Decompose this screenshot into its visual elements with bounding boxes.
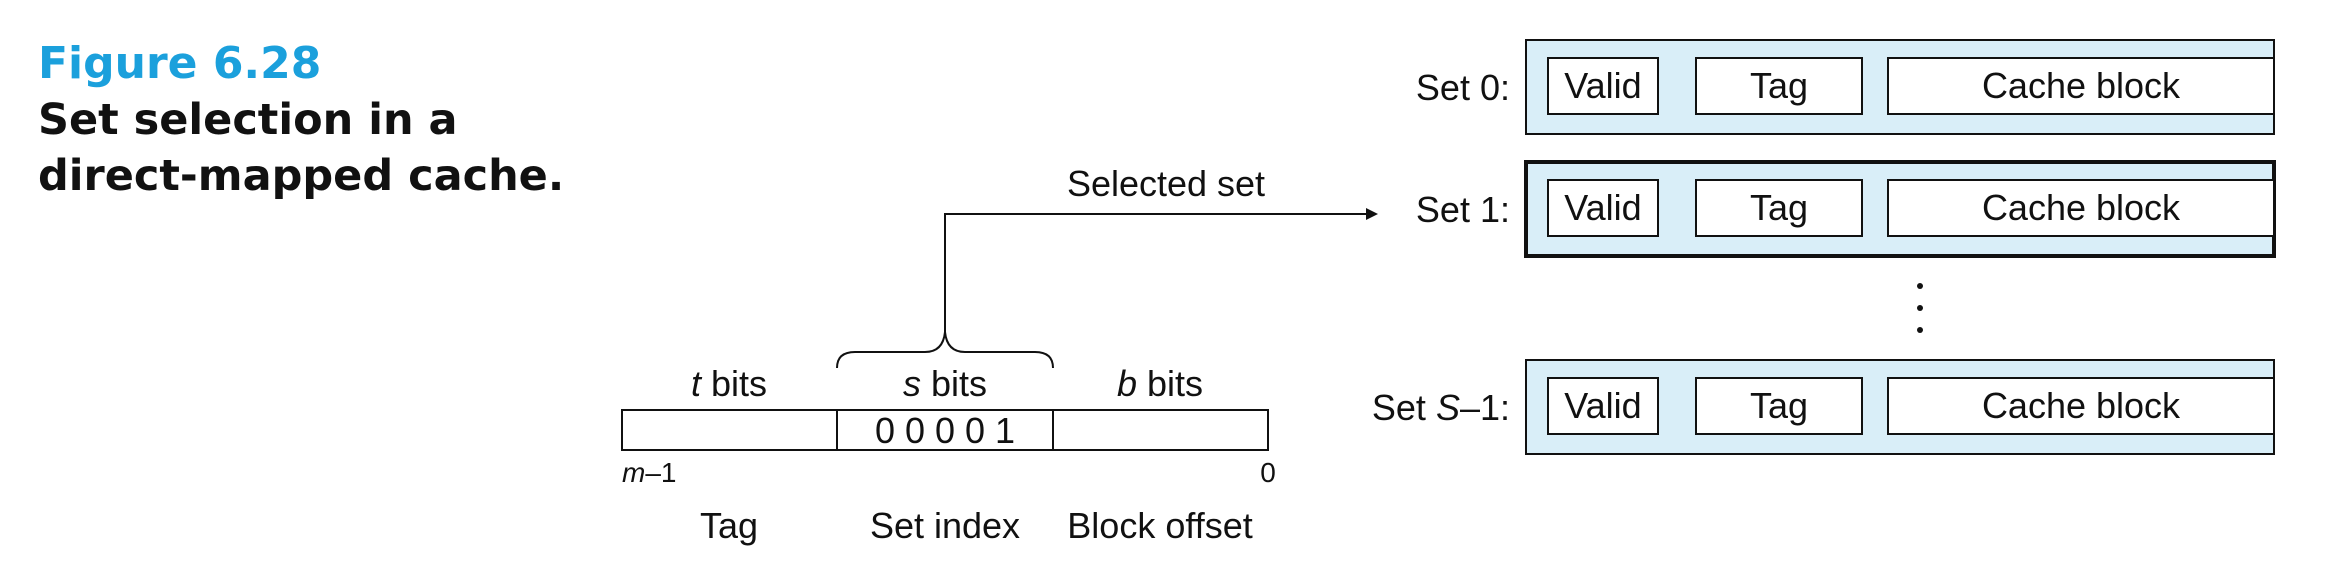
offset-bits-label: b bits — [1117, 363, 1203, 404]
msb-label: m–1 — [622, 457, 676, 488]
block-offset-field-name: Block offset — [1067, 505, 1252, 546]
cache-set-0: Set 0: Valid Tag Cache block — [1416, 39, 2275, 135]
ellipsis-dot-1 — [1917, 283, 1923, 289]
block-cell-1 — [1887, 179, 2275, 237]
ellipsis-dot-2 — [1917, 305, 1923, 311]
valid-cell-1 — [1547, 179, 1659, 237]
tag-bits-label: t bits — [691, 363, 767, 404]
figure-number: Figure 6.28 — [38, 38, 322, 89]
tag-cell-last — [1695, 377, 1863, 435]
tag-cell-1 — [1695, 179, 1863, 237]
cache-set-last: Set S–1: Valid Tag Cache block — [1372, 359, 2275, 455]
tag-field-name: Tag — [700, 505, 758, 546]
set-index-bits-label: s bits — [903, 363, 987, 404]
block-label-1: Cache block — [1982, 187, 2181, 228]
block-cell-0 — [1887, 57, 2275, 115]
block-label-0: Cache block — [1982, 65, 2181, 106]
valid-label-0: Valid — [1564, 65, 1641, 106]
set-label-last: Set S–1: — [1372, 387, 1510, 428]
lsb-label: 0 — [1260, 457, 1276, 488]
valid-cell-last — [1547, 377, 1659, 435]
tag-label-1: Tag — [1750, 187, 1808, 228]
selected-set-label: Selected set — [1067, 163, 1265, 204]
figure-title: Set selection in a direct-mapped cache. — [38, 95, 565, 201]
set-index-field-name: Set index — [870, 505, 1020, 546]
cache-set-1: Set 1: Valid Tag Cache block — [1416, 160, 2276, 258]
set-label-1: Set 1: — [1416, 189, 1510, 230]
block-cell-last — [1887, 377, 2275, 435]
block-label-last: Cache block — [1982, 385, 2181, 426]
valid-cell-0 — [1547, 57, 1659, 115]
tag-label-0: Tag — [1750, 65, 1808, 106]
valid-label-1: Valid — [1564, 187, 1641, 228]
tag-label-last: Tag — [1750, 385, 1808, 426]
address-box — [621, 409, 1269, 451]
selected-set-arrow — [944, 208, 1378, 332]
set-label-0: Set 0: — [1416, 67, 1510, 108]
set-index-value: 0 0 0 0 1 — [875, 410, 1015, 451]
valid-label-last: Valid — [1564, 385, 1641, 426]
tag-cell-0 — [1695, 57, 1863, 115]
ellipsis-dot-3 — [1917, 327, 1923, 333]
ellipsis-dots — [1917, 283, 1923, 333]
address-fields: t bits s bits b bits 0 0 0 0 1 m–1 0 Tag… — [621, 363, 1276, 546]
figure-caption: Figure 6.28 Set selection in a direct-ma… — [38, 36, 598, 204]
